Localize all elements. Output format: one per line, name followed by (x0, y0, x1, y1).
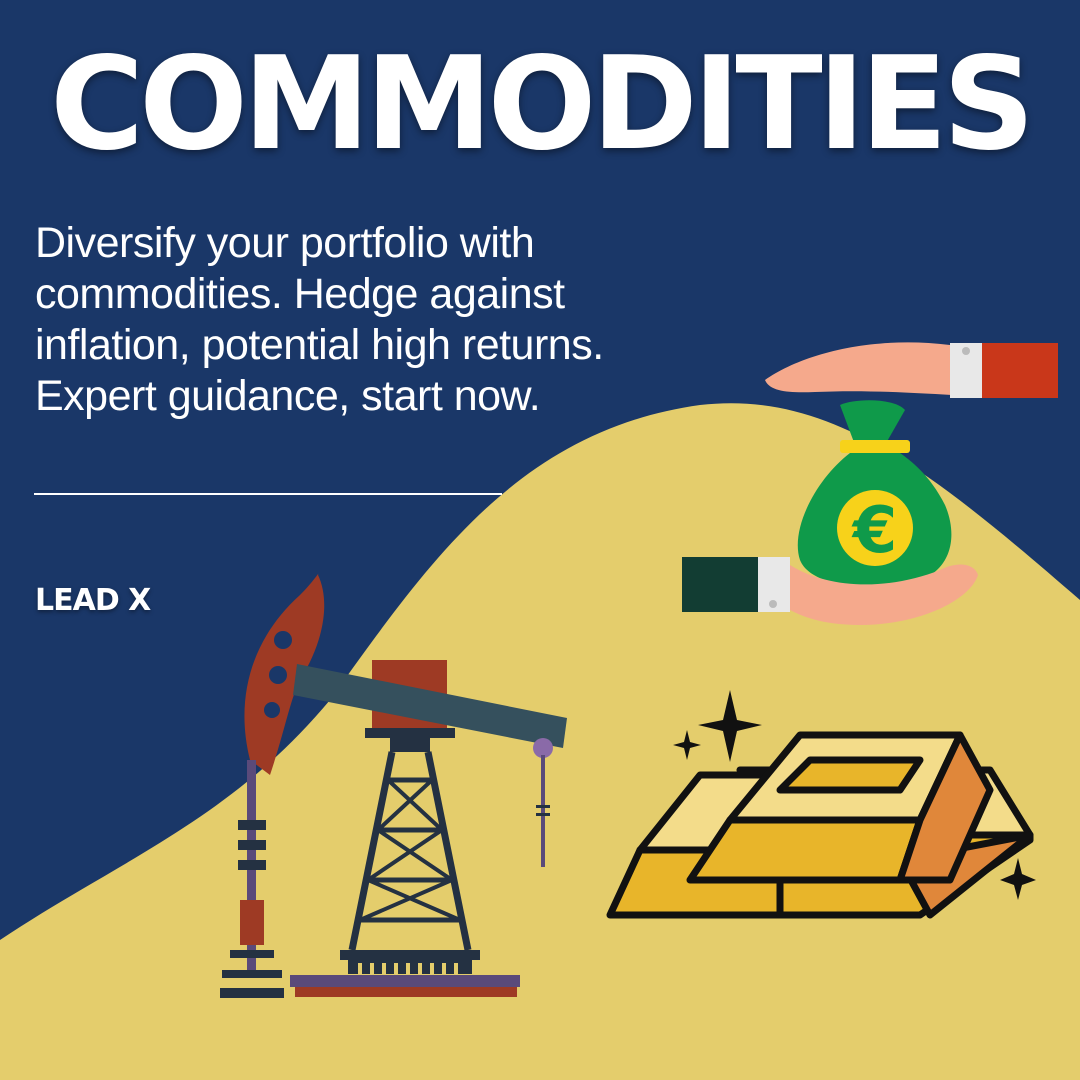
sparkle-icon (673, 690, 1036, 900)
divider (34, 493, 502, 495)
brand-label: LEAD X (35, 583, 151, 618)
page-title: COMMODITIES (50, 30, 1035, 179)
description-text: Diversify your portfolio with commoditie… (35, 219, 604, 420)
euro-symbol: € (851, 494, 898, 568)
